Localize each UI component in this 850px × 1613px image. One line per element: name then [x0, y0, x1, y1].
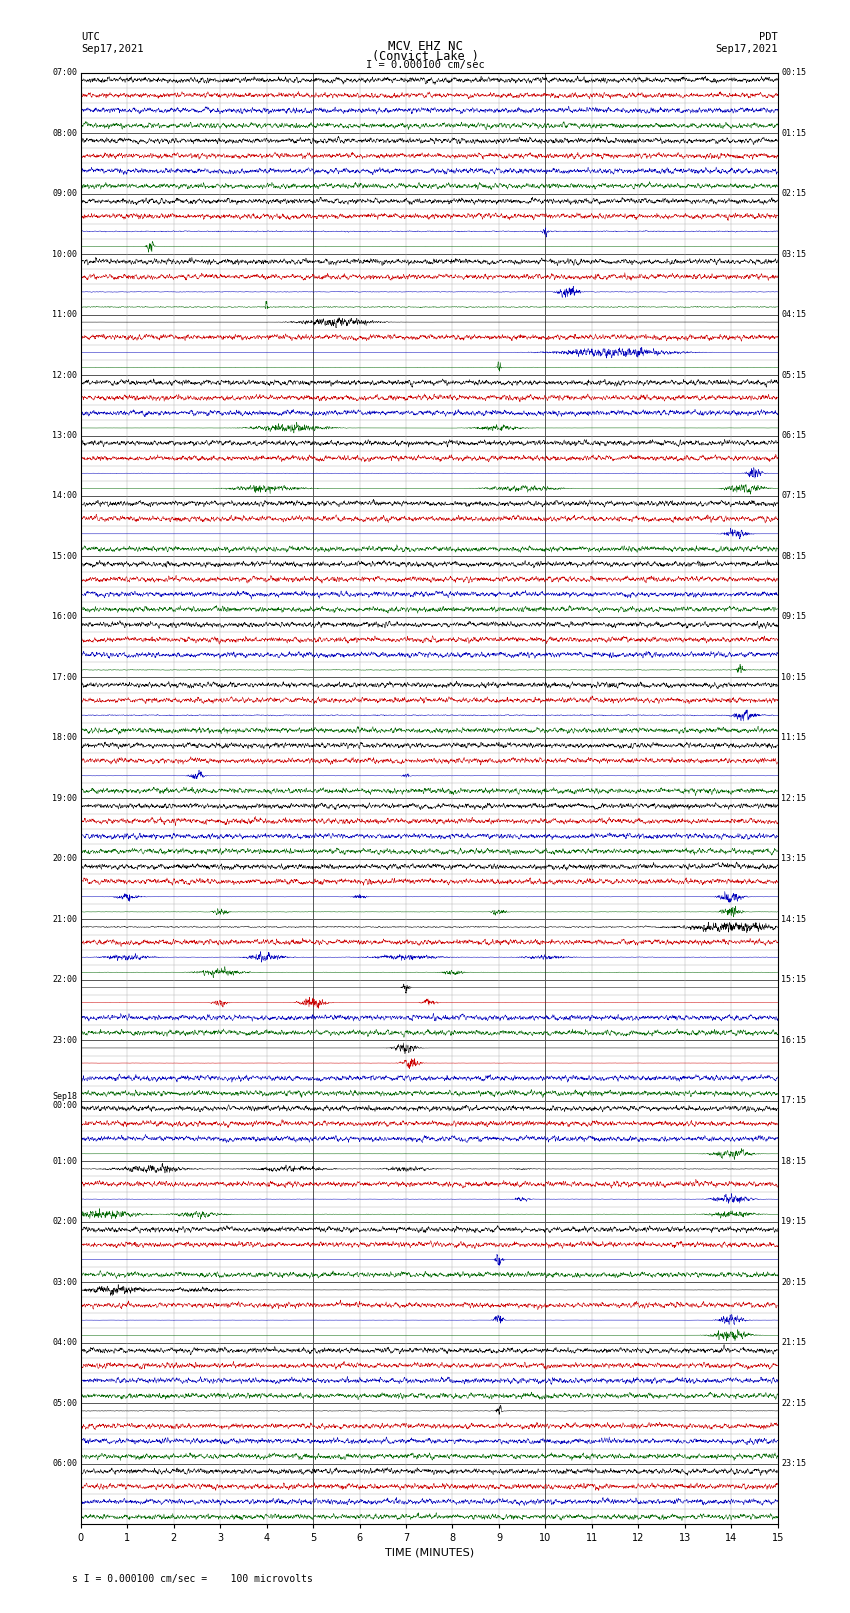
- Text: 14:00: 14:00: [52, 492, 77, 500]
- Text: I = 0.000100 cm/sec: I = 0.000100 cm/sec: [366, 60, 484, 69]
- Text: 16:15: 16:15: [781, 1036, 807, 1045]
- Text: 03:00: 03:00: [52, 1277, 77, 1287]
- Text: 10:00: 10:00: [52, 250, 77, 258]
- Text: 13:00: 13:00: [52, 431, 77, 440]
- Text: 15:00: 15:00: [52, 552, 77, 561]
- Text: 07:00: 07:00: [52, 68, 77, 77]
- Text: 23:15: 23:15: [781, 1460, 807, 1468]
- Text: 07:15: 07:15: [781, 492, 807, 500]
- Text: 21:15: 21:15: [781, 1339, 807, 1347]
- Text: 12:15: 12:15: [781, 794, 807, 803]
- Text: 13:15: 13:15: [781, 855, 807, 863]
- Text: 02:15: 02:15: [781, 189, 807, 198]
- Text: 00:00: 00:00: [52, 1102, 77, 1110]
- Text: 06:00: 06:00: [52, 1460, 77, 1468]
- Text: 02:00: 02:00: [52, 1218, 77, 1226]
- Text: 00:15: 00:15: [781, 68, 807, 77]
- Text: 22:15: 22:15: [781, 1398, 807, 1408]
- Text: 11:15: 11:15: [781, 734, 807, 742]
- Text: s I = 0.000100 cm/sec =    100 microvolts: s I = 0.000100 cm/sec = 100 microvolts: [72, 1574, 313, 1584]
- Text: Sep17,2021: Sep17,2021: [81, 44, 144, 53]
- Text: 14:15: 14:15: [781, 915, 807, 924]
- Text: 19:00: 19:00: [52, 794, 77, 803]
- Text: 09:15: 09:15: [781, 613, 807, 621]
- Text: 09:00: 09:00: [52, 189, 77, 198]
- Text: 05:00: 05:00: [52, 1398, 77, 1408]
- Text: 20:00: 20:00: [52, 855, 77, 863]
- X-axis label: TIME (MINUTES): TIME (MINUTES): [385, 1547, 473, 1558]
- Text: MCV EHZ NC: MCV EHZ NC: [388, 40, 462, 53]
- Text: 19:15: 19:15: [781, 1218, 807, 1226]
- Text: 15:15: 15:15: [781, 976, 807, 984]
- Text: 08:15: 08:15: [781, 552, 807, 561]
- Text: 08:00: 08:00: [52, 129, 77, 137]
- Text: (Convict Lake ): (Convict Lake ): [371, 50, 479, 63]
- Text: 01:00: 01:00: [52, 1157, 77, 1166]
- Text: 05:15: 05:15: [781, 371, 807, 379]
- Text: Sep18: Sep18: [52, 1092, 77, 1102]
- Text: 18:00: 18:00: [52, 734, 77, 742]
- Text: 04:00: 04:00: [52, 1339, 77, 1347]
- Text: 11:00: 11:00: [52, 310, 77, 319]
- Text: 16:00: 16:00: [52, 613, 77, 621]
- Text: 04:15: 04:15: [781, 310, 807, 319]
- Text: 20:15: 20:15: [781, 1277, 807, 1287]
- Text: Sep17,2021: Sep17,2021: [715, 44, 778, 53]
- Text: 18:15: 18:15: [781, 1157, 807, 1166]
- Text: 01:15: 01:15: [781, 129, 807, 137]
- Text: 17:00: 17:00: [52, 673, 77, 682]
- Text: 06:15: 06:15: [781, 431, 807, 440]
- Text: PDT: PDT: [759, 32, 778, 42]
- Text: 17:15: 17:15: [781, 1097, 807, 1105]
- Text: 10:15: 10:15: [781, 673, 807, 682]
- Text: 22:00: 22:00: [52, 976, 77, 984]
- Text: 12:00: 12:00: [52, 371, 77, 379]
- Text: 03:15: 03:15: [781, 250, 807, 258]
- Text: UTC: UTC: [81, 32, 99, 42]
- Text: 21:00: 21:00: [52, 915, 77, 924]
- Text: 23:00: 23:00: [52, 1036, 77, 1045]
